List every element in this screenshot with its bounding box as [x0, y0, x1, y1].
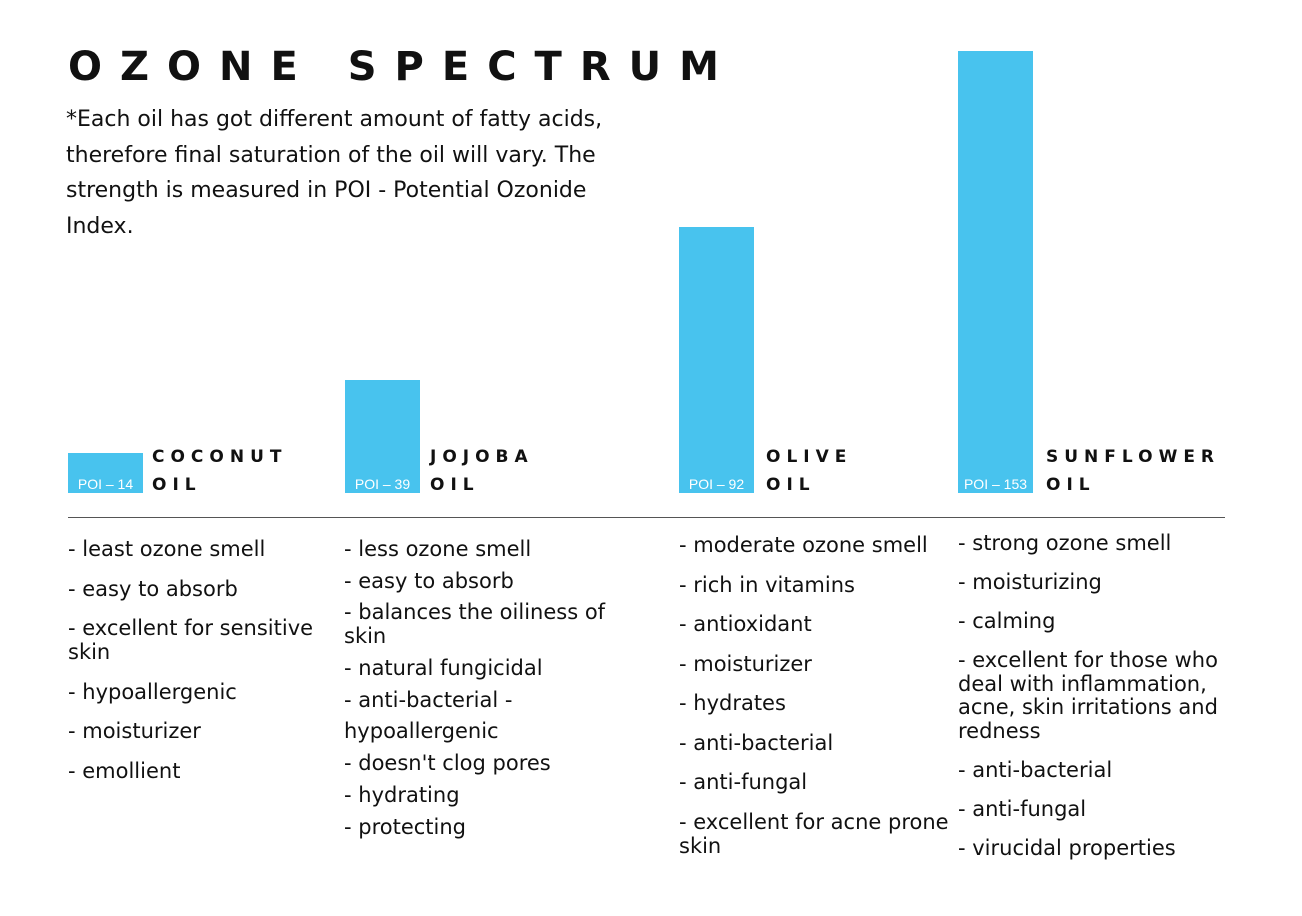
properties-column: - less ozone smell - easy to absorb - bala…	[344, 537, 634, 846]
category-label-line: OIL	[430, 475, 480, 495]
bar: POI – 153	[958, 51, 1033, 493]
category-label-line: OIL	[152, 475, 202, 495]
property-item: - antioxidant	[679, 612, 812, 636]
property-item: - natural fungicidal	[344, 656, 543, 681]
properties-column: - strong ozone smell - moisturizing - calm…	[958, 531, 1248, 876]
properties-column: - moderate ozone smell - rich in vitamins…	[679, 533, 954, 873]
page-title: OZONE SPECTRUM	[68, 44, 737, 90]
bar-value-label: POI – 39	[354, 476, 411, 492]
page-subtitle: *Each oil has got different amount of fa…	[66, 107, 603, 239]
property-item: - excellent for those who deal with infl…	[958, 648, 1218, 743]
property-item: - doesn't clog pores	[344, 751, 551, 776]
category-label-line: JOJOBA	[430, 447, 534, 467]
property-item: - least ozone smell	[68, 537, 266, 561]
property-item: - rich in vitamins	[679, 572, 855, 597]
property-item: - hydrating	[344, 782, 460, 807]
category-label-line: SUNFLOWER	[1046, 447, 1221, 467]
property-item: - calming	[958, 609, 1056, 633]
property-item: - anti-bacterial	[958, 757, 1113, 782]
property-item: - virucidal properties	[958, 835, 1176, 860]
property-item: - balances the oiliness of skin	[344, 600, 606, 649]
bar: POI – 14	[68, 453, 143, 493]
property-item: - anti-bacterial	[679, 730, 834, 755]
category-label-line: OIL	[766, 475, 816, 495]
property-item: - excellent for sensitive skin	[68, 616, 314, 664]
bar-value-label: POI – 14	[77, 476, 134, 492]
property-item: - hypoallergenic	[68, 679, 237, 704]
bar-value-label: POI – 92	[688, 476, 745, 492]
property-item: - anti-bacterial -	[344, 687, 513, 712]
bar: POI – 39	[345, 380, 420, 493]
divider	[68, 517, 1225, 518]
property-item: - moderate ozone smell	[679, 533, 928, 557]
category-label-line: OIL	[1046, 475, 1096, 495]
property-item: - emollient	[68, 758, 181, 783]
property-item: - excellent for acne prone skin	[679, 809, 949, 858]
property-item: - easy to absorb	[344, 568, 514, 593]
property-item: - anti-fungal	[679, 770, 808, 794]
property-item: - moisturizer	[679, 651, 812, 676]
bar: POI – 92	[679, 227, 754, 493]
property-item: - protecting	[344, 814, 467, 839]
property-item: - less ozone smell	[344, 537, 532, 561]
property-item: - easy to absorb	[68, 576, 238, 601]
category-label: JOJOBA OIL	[430, 443, 534, 499]
category-label-line: OLIVE	[766, 447, 853, 467]
properties-column: - least ozone smell - easy to absorb - exc…	[68, 537, 318, 798]
property-item: - hydrates	[679, 691, 786, 715]
category-label: OLIVE OIL	[766, 443, 852, 499]
property-item: - strong ozone smell	[958, 531, 1172, 555]
bar-value-label: POI – 153	[963, 476, 1028, 492]
category-label-line: COCONUT	[152, 447, 288, 467]
category-label: COCONUT OIL	[152, 443, 287, 499]
property-item: - anti-fungal	[958, 796, 1087, 821]
category-label: SUNFLOWER OIL	[1046, 443, 1220, 499]
property-item: hypoallergenic	[344, 719, 499, 744]
property-item: - moisturizer	[68, 719, 201, 743]
property-item: - moisturizing	[958, 570, 1102, 594]
